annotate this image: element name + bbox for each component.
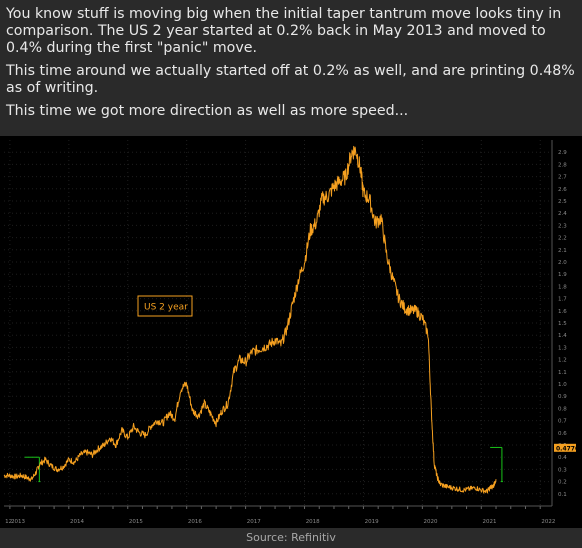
x-tick-label: 2019 [365,519,379,525]
x-tick-label: 2015 [129,519,143,525]
x-tick-label: 2018 [306,519,320,525]
y-tick-label: 1.3 [558,345,567,351]
gridlines [4,140,552,506]
y-tick-label: 1.0 [558,382,567,388]
y-tick-label: 2.0 [558,260,567,266]
x-tick-label: 2021 [482,519,496,525]
y-tick-label: 0.3 [558,467,567,473]
paragraph-1: You know stuff is moving big when the in… [6,6,562,56]
y-tick-label: 2.4 [558,211,567,217]
last-value-label: 0.4770 [556,445,579,452]
y-tick-label: 2.2 [558,236,567,242]
y-tick-label: 1.8 [558,284,567,290]
y-tick-label: 0.7 [558,419,567,425]
y-tick-label: 2.7 [558,175,567,181]
paragraph-3: This time we got more direction as well … [6,103,409,119]
y-tick-label: 2.5 [558,199,567,205]
highlight-taper-2013 [24,456,41,483]
x-tick-label: 2013 [11,519,25,525]
legend-label: US 2 year [144,303,188,313]
legend-box [137,295,193,317]
y-tick-label: 2.6 [558,187,567,193]
y-tick-label: 0.6 [558,431,567,437]
y-tick-label: 1.5 [558,321,567,327]
x-tick-label: 2020 [424,519,438,525]
y-tick-label: 0.2 [558,480,567,486]
y-tick-label: 1.2 [558,358,567,364]
y-tick-label: 0.8 [558,406,567,412]
chart-area: 0.10.20.30.40.50.60.70.80.91.01.11.21.31… [0,136,582,528]
y-tick-label: 1.1 [558,370,567,376]
y-tick-label: 1.6 [558,309,567,315]
source-caption: Source: Refinitiv [0,528,582,548]
series-line-us-2-year [3,145,497,494]
y-tick-label: 0.9 [558,394,567,400]
x-tick-label: 2016 [188,519,202,525]
y-tick-label: 2.3 [558,223,567,229]
y-tick-label: 0.4 [558,455,567,461]
y-tick-label: 2.1 [558,248,567,254]
y-tick-label: 0.1 [558,492,567,498]
x-tick-label: 2017 [247,519,261,525]
highlight-move-2021 [490,446,503,483]
us-2-year-chart: 0.10.20.30.40.50.60.70.80.91.01.11.21.31… [3,140,579,525]
y-tick-label: 2.8 [558,162,567,168]
y-tick-label: 1.4 [558,333,567,339]
highlights [24,446,503,483]
series-lines [3,145,497,494]
x-tick-label: 2014 [70,519,84,525]
last-value-tag [554,443,576,452]
axes: 0.10.20.30.40.50.60.70.80.91.01.11.21.31… [4,140,579,525]
y-tick-label: 1.7 [558,297,567,303]
x-tick-label: 2022 [541,519,555,525]
y-tick-label: 2.9 [558,150,567,156]
x-tick-label: 12 [5,519,12,525]
paragraph-2: This time around we actually started off… [6,63,575,96]
legend: US 2 year [137,295,193,317]
post-text: You know stuff is moving big when the in… [0,0,582,120]
y-tick-label: 1.9 [558,272,567,278]
